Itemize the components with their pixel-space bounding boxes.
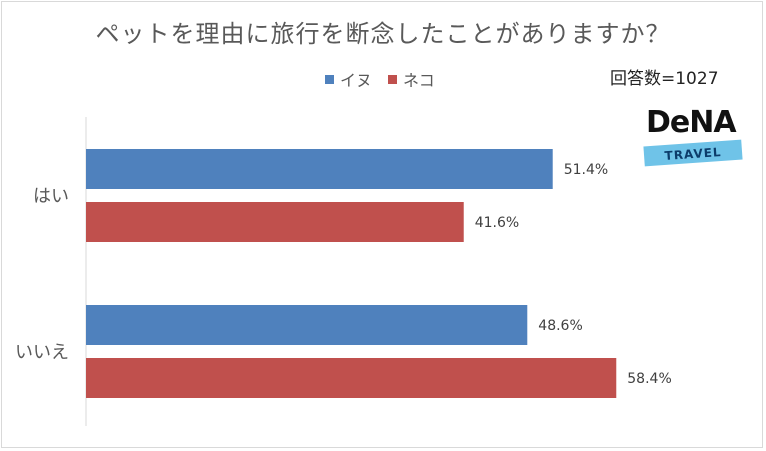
legend-item-cat: ネコ bbox=[388, 67, 435, 91]
category-label-yes: はい bbox=[33, 186, 69, 207]
data-label-cat-yes: 41.6% bbox=[475, 215, 519, 231]
respondent-count: 回答数=1027 bbox=[610, 69, 719, 89]
data-label-dog-no: 48.6% bbox=[538, 318, 582, 334]
data-label-dog-yes: 51.4% bbox=[564, 162, 608, 178]
data-label-cat-no: 58.4% bbox=[627, 371, 671, 387]
legend-swatch-cat bbox=[388, 74, 398, 84]
logo-brand: DeNA bbox=[646, 105, 737, 140]
legend-swatch-dog bbox=[325, 74, 334, 84]
legend-item-dog: イヌ bbox=[325, 67, 372, 91]
bar-cat-yes bbox=[86, 202, 464, 242]
bar-dog-yes bbox=[86, 149, 553, 189]
legend-label-dog: イヌ bbox=[340, 71, 373, 90]
legend-label-cat: ネコ bbox=[403, 71, 435, 90]
legend: イヌ ネコ bbox=[325, 67, 451, 91]
bar-dog-no bbox=[86, 305, 528, 345]
category-label-no: いいえ bbox=[15, 342, 69, 363]
chart-title: ペットを理由に旅行を断念したことがありますか？ bbox=[95, 20, 671, 48]
bar-cat-no bbox=[86, 358, 617, 398]
dena-travel-logo: DeNA TRAVEL bbox=[642, 105, 750, 175]
